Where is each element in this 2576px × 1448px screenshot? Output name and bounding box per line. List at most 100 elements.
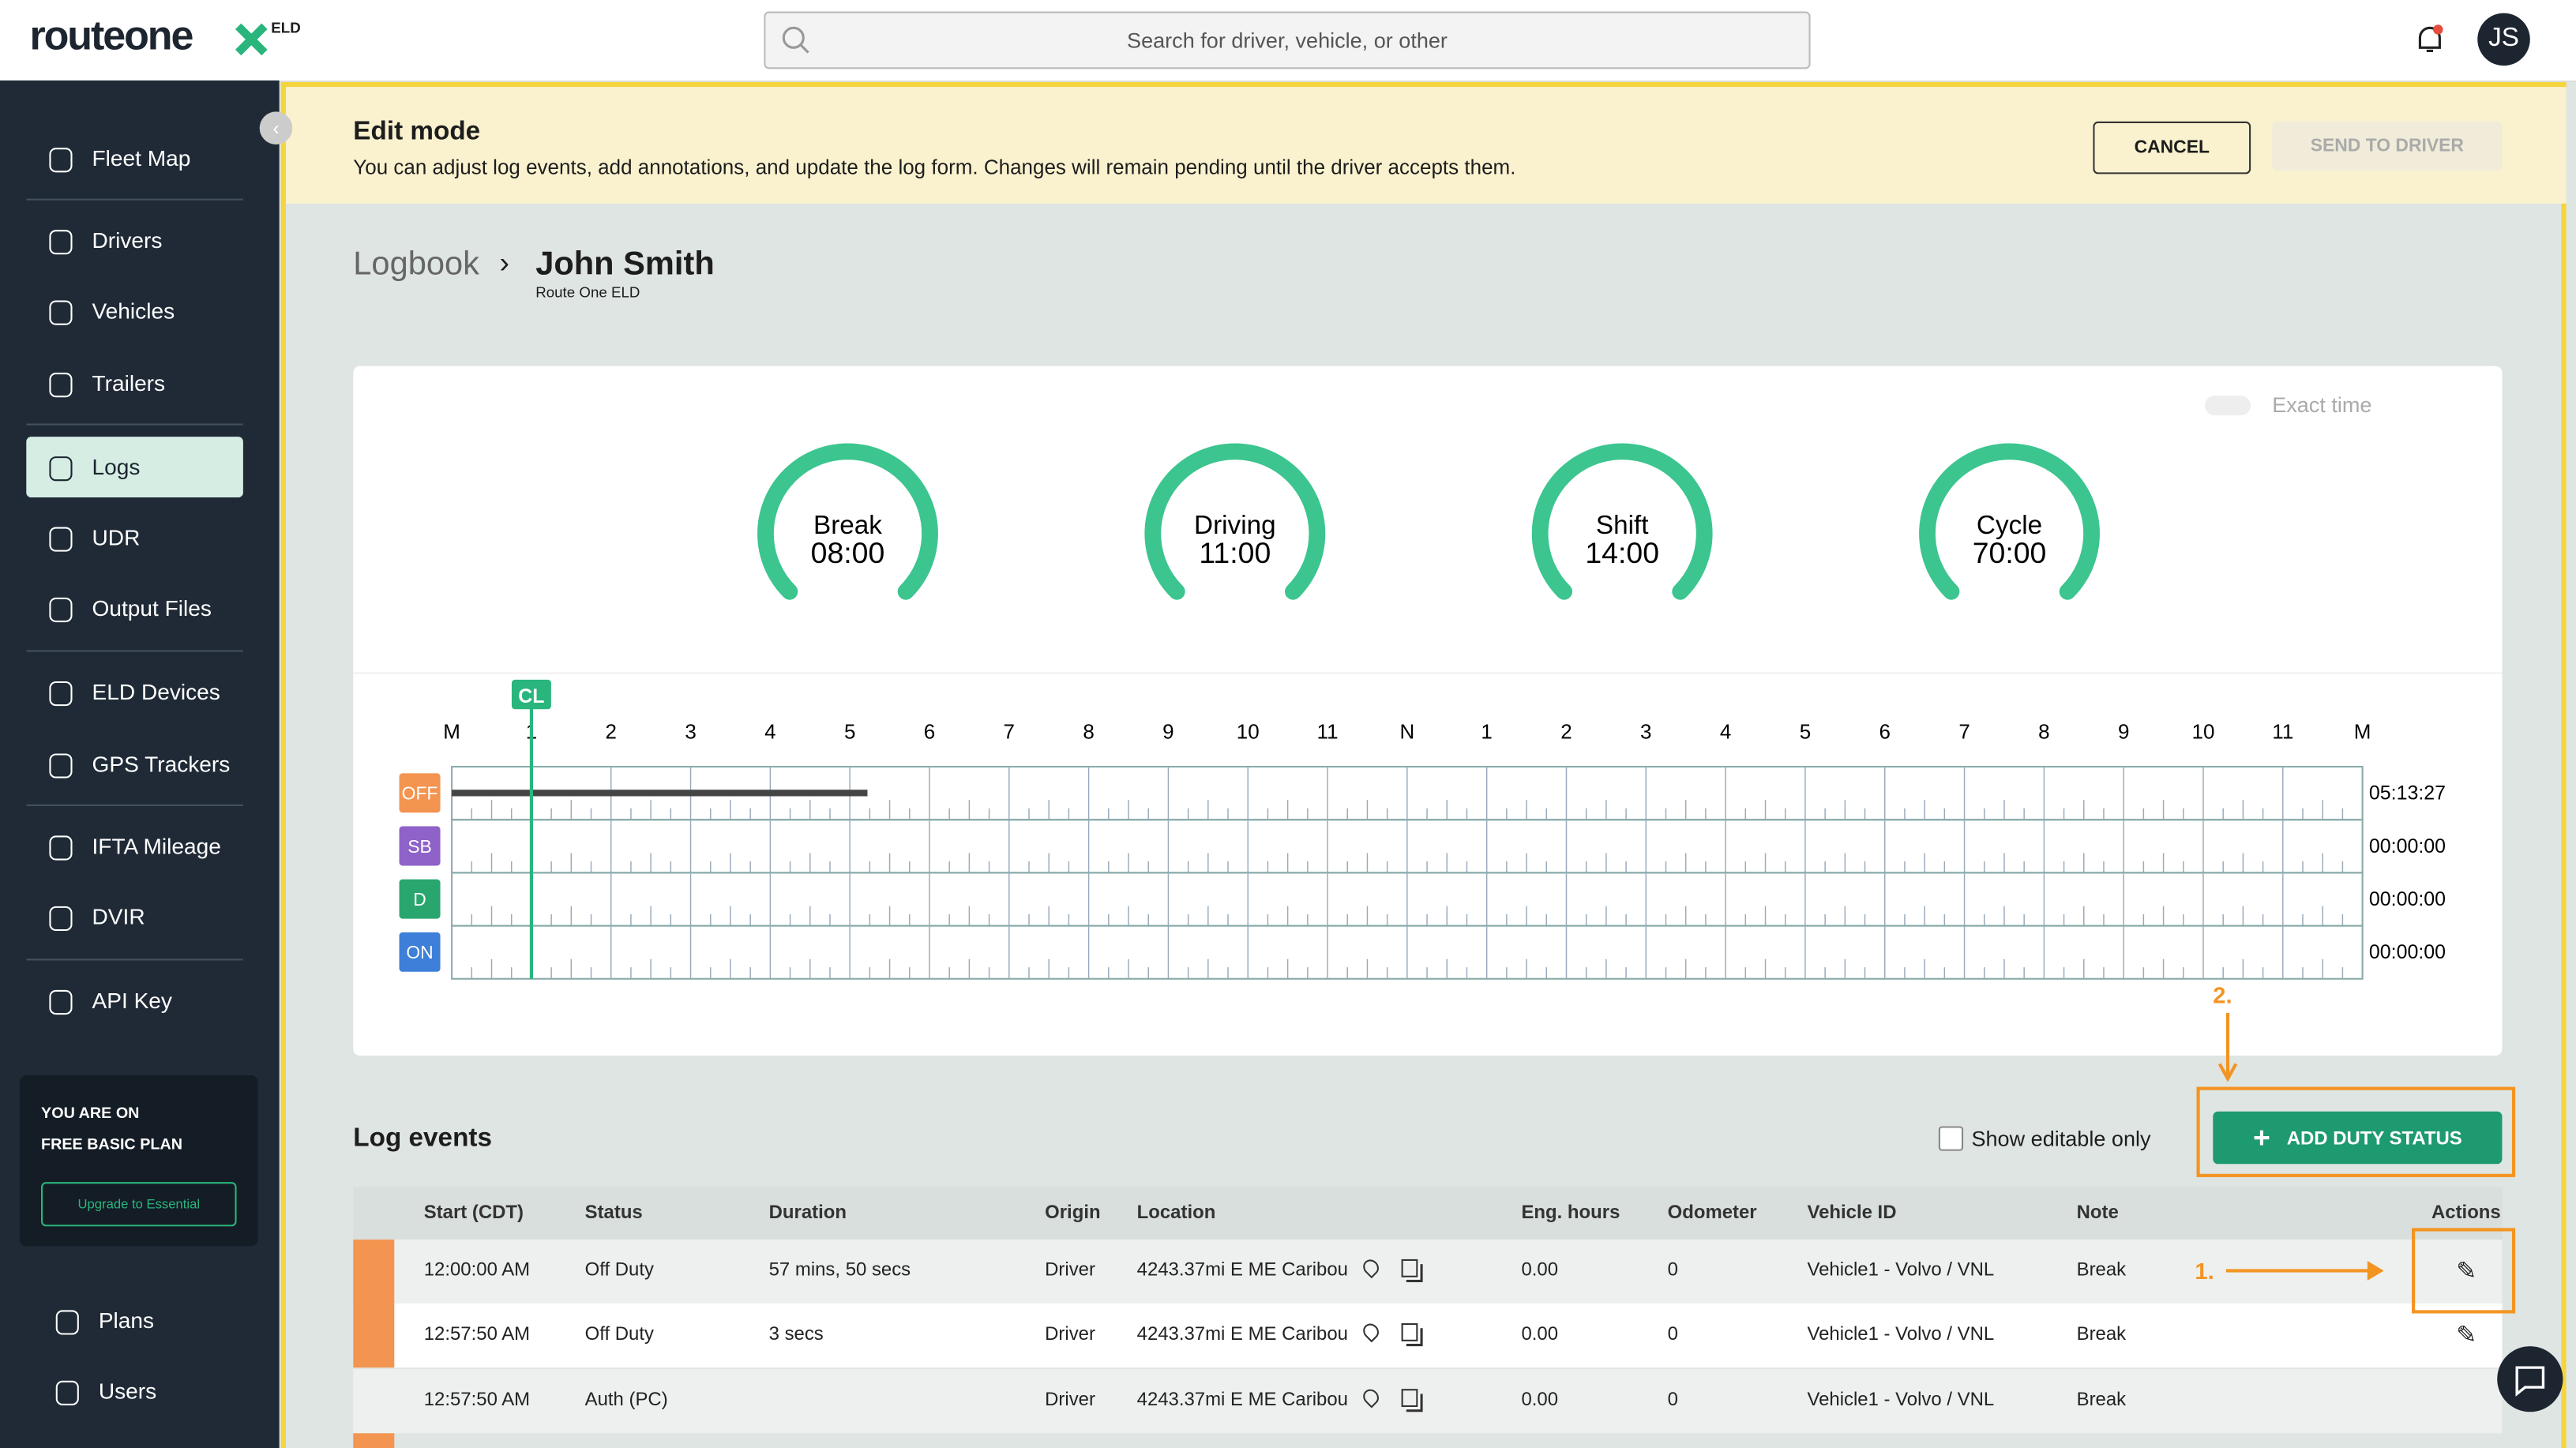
nav-item[interactable]: Output Files xyxy=(92,595,212,621)
cell: Driver xyxy=(1045,1325,1095,1345)
nav-item[interactable]: DVIR xyxy=(92,904,145,929)
exact-time-toggle[interactable] xyxy=(2204,396,2251,416)
copy-icon[interactable] xyxy=(1401,1259,1418,1277)
arrow-head xyxy=(2367,1260,2384,1281)
hour-label: 11 xyxy=(2272,720,2293,744)
cell: Vehicle1 - Volvo / VNL xyxy=(1807,1260,1995,1281)
cell: Break xyxy=(2076,1325,2127,1345)
cell: Break xyxy=(2076,1390,2127,1410)
highlight-box xyxy=(2196,1086,2516,1177)
sidebar-divider xyxy=(26,650,243,652)
row-total: 00:00:00 xyxy=(2369,835,2446,857)
hour-label: 6 xyxy=(924,720,935,744)
nav-icon xyxy=(49,373,73,398)
search-icon xyxy=(782,26,809,54)
chat-icon xyxy=(2515,1366,2545,1397)
notifications[interactable] xyxy=(2415,23,2444,56)
cell: 0 xyxy=(1667,1325,1678,1345)
status-strip xyxy=(353,1304,395,1368)
hour-label: 5 xyxy=(844,720,855,744)
nav-item[interactable]: ELD Devices xyxy=(92,679,220,705)
cell: Vehicle1 - Volvo / VNL xyxy=(1807,1390,1995,1410)
gauge-arc xyxy=(1531,443,1713,600)
tick-marks xyxy=(451,820,2344,873)
hour-label: 3 xyxy=(1640,720,1651,744)
copy-icon[interactable] xyxy=(1401,1323,1418,1342)
status-badge xyxy=(399,879,441,919)
nav-item[interactable]: GPS Trackers xyxy=(92,752,231,777)
hour-label: 2 xyxy=(1560,720,1572,744)
gauge-label: Driving xyxy=(1194,511,1276,540)
nav-item[interactable]: Vehicles xyxy=(92,298,175,324)
hour-label: N xyxy=(1399,720,1414,744)
search-box[interactable] xyxy=(764,11,1811,69)
hour-label: M xyxy=(2354,720,2371,744)
cell: 12:57:50 AM xyxy=(423,1325,531,1345)
nav-icon xyxy=(49,148,73,173)
hour-label: 2 xyxy=(606,720,617,744)
cell: 4243.37mi E ME Caribou xyxy=(1136,1390,1348,1410)
copy-icon[interactable] xyxy=(1401,1388,1418,1407)
cancel-button[interactable]: CANCEL xyxy=(2093,121,2251,174)
column-header: Odometer xyxy=(1667,1203,1757,1224)
gauge-label: Break xyxy=(813,511,882,540)
table-row xyxy=(353,1239,2503,1304)
nav-item[interactable]: Logs xyxy=(92,454,141,480)
cell: Off Duty xyxy=(584,1260,654,1281)
exact-time-label: Exact time xyxy=(2272,392,2372,418)
gauge-value: 08:00 xyxy=(811,536,885,569)
plan-box xyxy=(19,1075,258,1247)
nav-icon xyxy=(49,456,73,482)
status-label: ON xyxy=(406,942,433,962)
table-row xyxy=(353,1368,2503,1433)
row-total: 00:00:00 xyxy=(2369,941,2446,963)
breadcrumb-parent[interactable]: Logbook xyxy=(353,246,479,283)
status-strip xyxy=(353,1239,395,1304)
edit-banner xyxy=(285,87,2567,204)
nav-item[interactable]: Fleet Map xyxy=(92,146,191,171)
edit-icon[interactable]: ✎ xyxy=(2456,1322,2477,1350)
gauge-arc xyxy=(1144,443,1326,600)
gauge-arc xyxy=(1919,443,2100,600)
cell: 0 xyxy=(1667,1260,1678,1281)
tick-marks xyxy=(451,925,2344,979)
column-header: Duration xyxy=(768,1203,847,1224)
nav-item[interactable]: API Key xyxy=(92,988,172,1013)
nav-item[interactable]: Trailers xyxy=(92,370,166,396)
hour-label: 7 xyxy=(1958,720,1970,744)
add-duty-button[interactable]: + ADD DUTY STATUS xyxy=(2213,1111,2503,1165)
editable-checkbox[interactable] xyxy=(1938,1126,1964,1151)
editable-label: Show editable only xyxy=(1971,1126,2151,1151)
chat-button[interactable] xyxy=(2497,1346,2563,1412)
hour-label: M xyxy=(443,720,460,744)
sidebar-divider xyxy=(26,423,243,426)
plan-line: YOU ARE ON xyxy=(41,1105,140,1124)
cell: Off Duty xyxy=(584,1325,654,1345)
nav-item[interactable]: UDR xyxy=(92,525,141,550)
upgrade-button[interactable]: Upgrade to Essential xyxy=(41,1182,237,1227)
nav-icon xyxy=(49,527,73,552)
current-badge xyxy=(511,679,551,710)
annotation-arrow-1 xyxy=(2225,1269,2375,1273)
nav-item[interactable]: Plans xyxy=(98,1308,155,1334)
logo[interactable]: routeone xyxy=(29,13,193,59)
gauge-value: 11:00 xyxy=(1199,536,1271,569)
log-card xyxy=(353,366,2503,1056)
hour-label: 4 xyxy=(1720,720,1731,744)
nav-item[interactable]: Drivers xyxy=(92,228,163,253)
avatar[interactable]: JS xyxy=(2477,13,2530,66)
add-duty-label: ADD DUTY STATUS xyxy=(2286,1129,2462,1150)
hour-label: 1 xyxy=(1481,720,1492,744)
collapse-button[interactable]: ‹ xyxy=(259,111,293,144)
nav-item[interactable]: Users xyxy=(98,1379,157,1404)
cell: 0.00 xyxy=(1521,1390,1559,1410)
hour-label: 8 xyxy=(2038,720,2049,744)
edit-icon[interactable]: ✎ xyxy=(2456,1257,2477,1286)
hour-label: 11 xyxy=(1317,720,1339,744)
cell: Auth (PC) xyxy=(584,1390,668,1410)
nav-item[interactable]: IFTA Mileage xyxy=(92,834,221,859)
column-header: Start (CDT) xyxy=(423,1203,524,1224)
log-events-title: Log events xyxy=(353,1124,493,1153)
